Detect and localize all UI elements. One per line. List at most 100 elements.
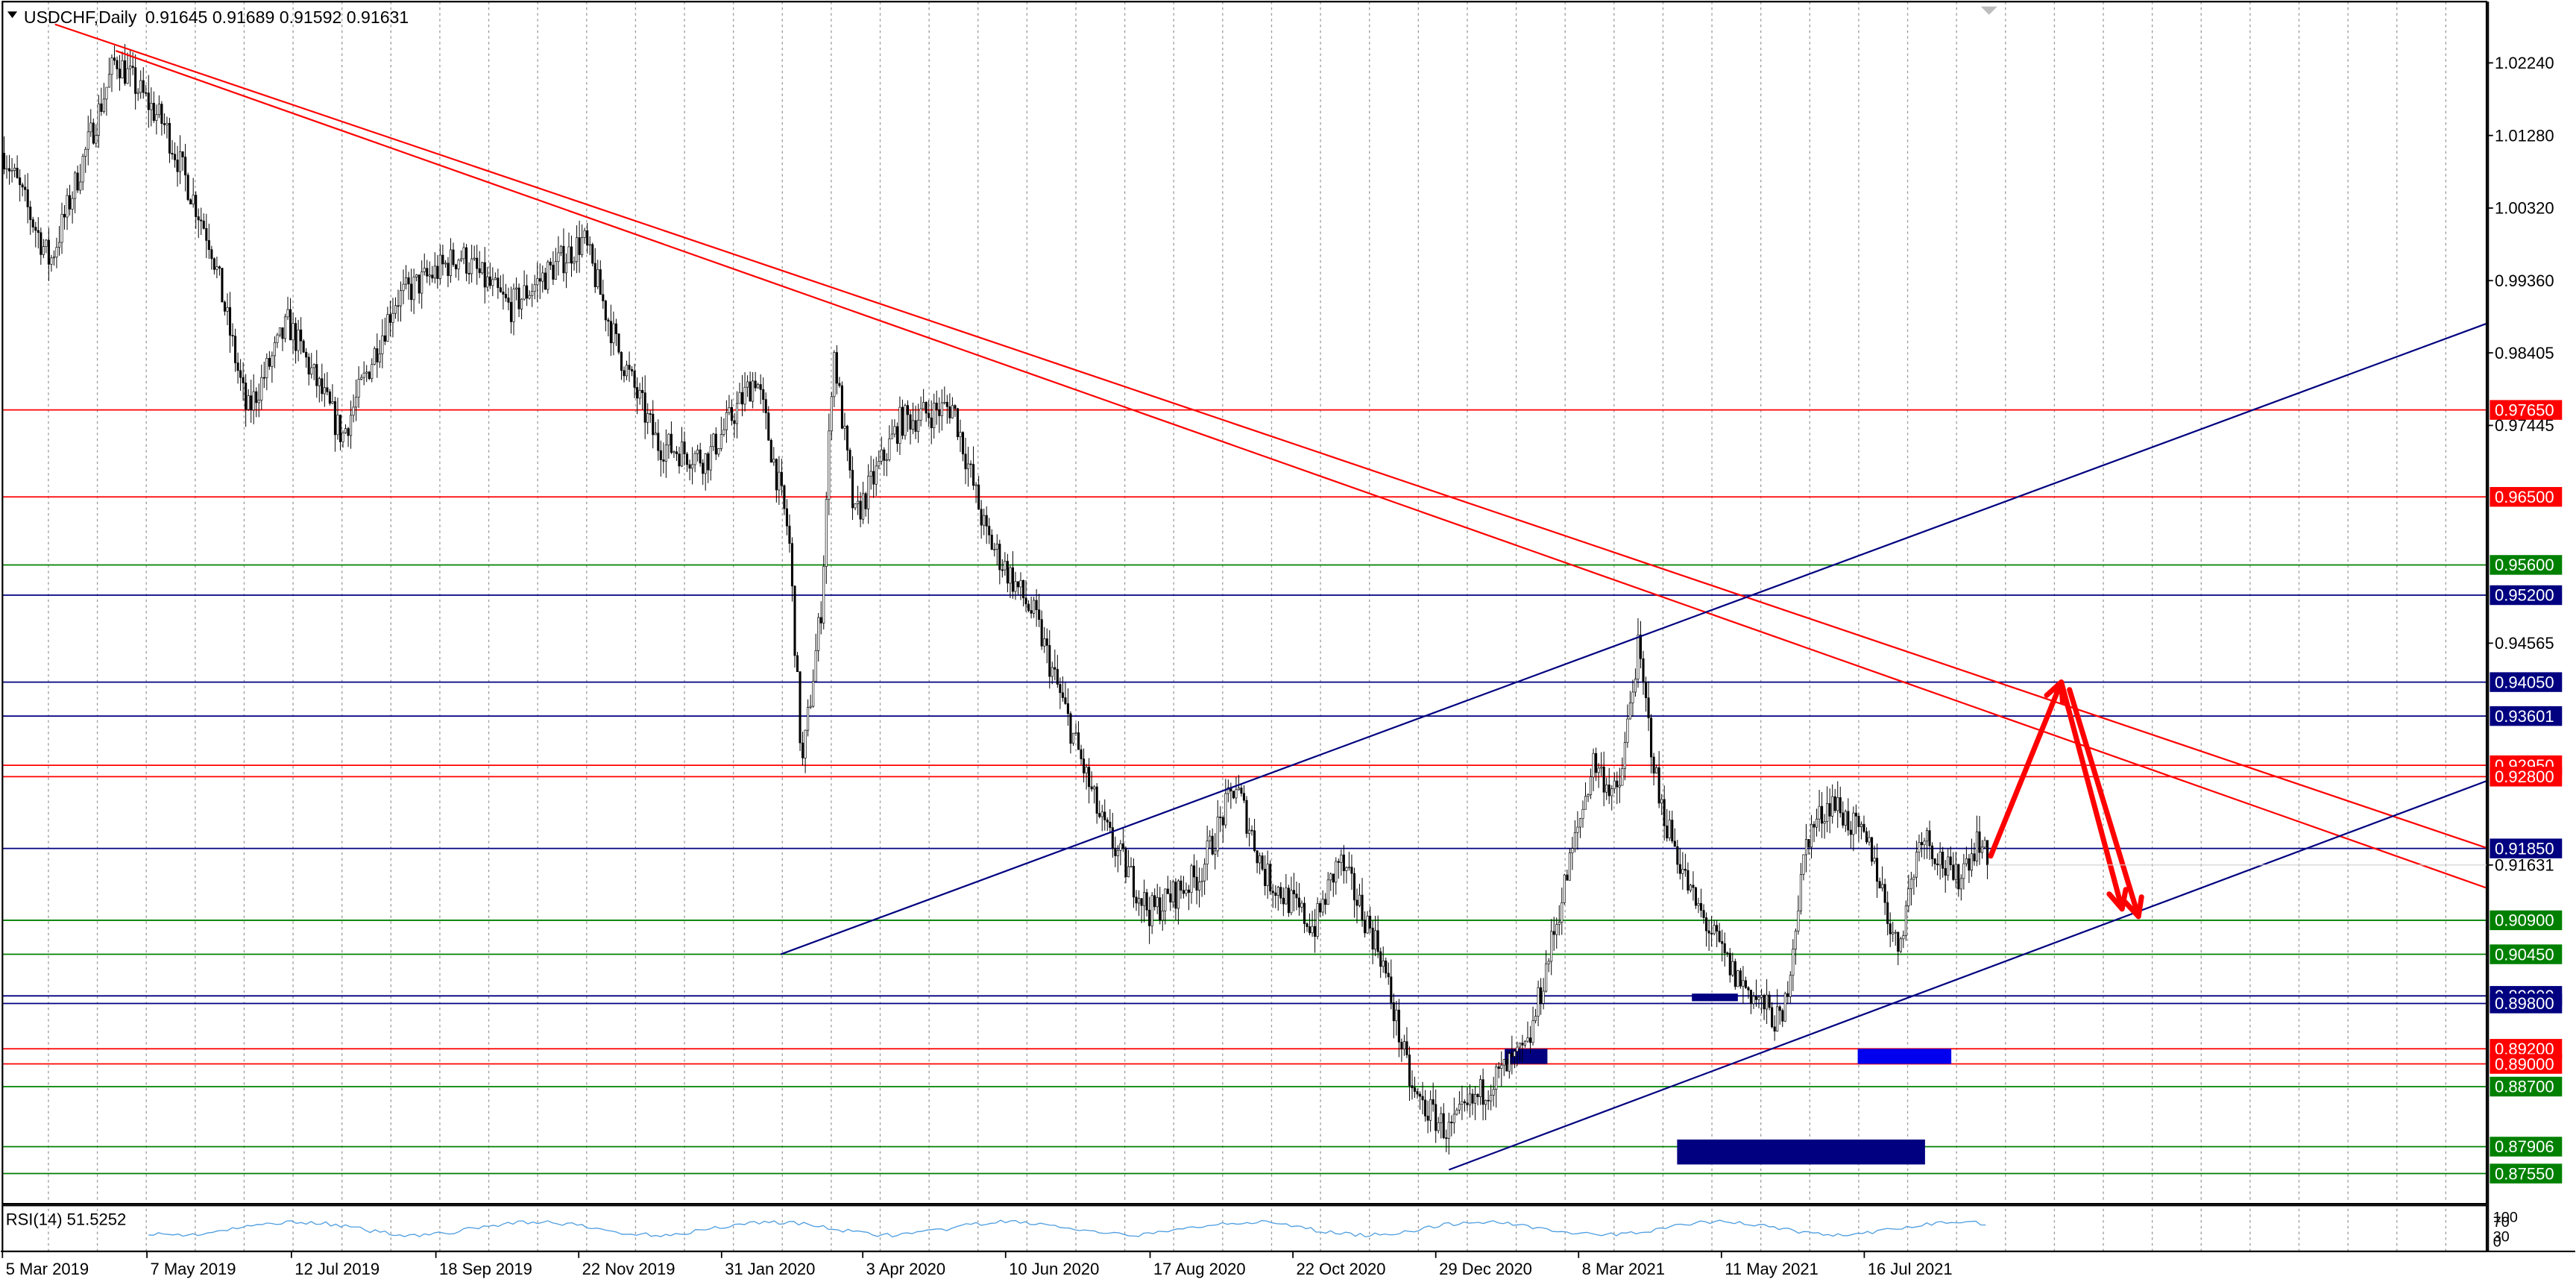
candle-body xyxy=(1673,841,1676,847)
candle-body xyxy=(1371,927,1374,950)
candle-body xyxy=(412,277,415,301)
candle-body xyxy=(478,268,481,274)
candle-body xyxy=(699,449,702,464)
candle-body xyxy=(1490,1095,1493,1102)
candle-body xyxy=(126,68,129,84)
candle-body xyxy=(1757,996,1760,1000)
candle-body xyxy=(1209,835,1212,841)
candle-body xyxy=(1986,840,1989,866)
candle-body xyxy=(1463,1101,1466,1104)
candle-body xyxy=(901,406,904,436)
candle-body xyxy=(914,420,917,432)
candle-body xyxy=(623,370,626,377)
candle-body xyxy=(633,371,636,388)
candle-body xyxy=(988,526,991,535)
candle-body xyxy=(295,323,297,351)
candle-body xyxy=(1763,995,1766,1010)
chart-shift-marker[interactable] xyxy=(1980,6,1997,15)
candle-body xyxy=(124,60,127,84)
candle-body xyxy=(1019,579,1022,588)
candle-body xyxy=(1747,987,1750,990)
candle-body xyxy=(152,102,155,121)
time-label-22-nov-2019: 22 Nov 2019 xyxy=(582,1260,676,1278)
candle-body xyxy=(302,340,305,353)
candle-body xyxy=(1773,1026,1776,1032)
candle-body xyxy=(1639,634,1643,659)
candle-body xyxy=(1610,788,1613,797)
candle-body xyxy=(1531,1020,1534,1043)
candle-body xyxy=(368,371,371,380)
candle-body xyxy=(1326,879,1329,905)
candle-body xyxy=(980,509,983,526)
candle-body xyxy=(1881,884,1884,889)
candle-body xyxy=(1947,856,1950,876)
candle-body xyxy=(512,289,515,322)
candle-body xyxy=(1839,797,1842,814)
candle-body xyxy=(1419,1093,1422,1097)
candle-body xyxy=(1552,931,1555,935)
collapse-triangle-icon[interactable] xyxy=(7,11,18,19)
candle-body xyxy=(1424,1099,1427,1116)
candle-body xyxy=(1085,767,1088,773)
candle-body xyxy=(1909,879,1912,890)
candle-body xyxy=(347,428,350,436)
candle-body xyxy=(362,372,365,378)
candle-body xyxy=(202,220,205,229)
candle-body xyxy=(268,358,271,367)
candle-body xyxy=(242,377,245,383)
candle-body xyxy=(1080,749,1083,759)
candle-body xyxy=(819,617,822,623)
candle-body xyxy=(397,305,400,307)
candle-body xyxy=(1350,867,1353,874)
candle-body xyxy=(1455,1110,1458,1115)
candle-body xyxy=(1390,976,1393,1003)
candle-body xyxy=(1983,840,1986,848)
candle-body xyxy=(260,377,263,400)
candle-body xyxy=(833,352,836,398)
candle-body xyxy=(2,152,6,169)
candle-body xyxy=(391,312,394,323)
forecast-arrowhead-2 xyxy=(2106,887,2129,912)
candle-body xyxy=(310,367,313,375)
candle-body xyxy=(1731,961,1734,976)
candle-body xyxy=(255,391,258,403)
candle-body xyxy=(371,364,374,380)
candle-body xyxy=(1292,890,1295,895)
candle-body xyxy=(1195,876,1198,890)
candle-body xyxy=(1011,567,1014,592)
candle-body xyxy=(1276,887,1279,896)
candle-body xyxy=(1159,897,1162,921)
candle-body xyxy=(1187,889,1191,893)
time-label-8-mar-2021: 8 Mar 2021 xyxy=(1582,1260,1665,1278)
candle-body xyxy=(418,274,421,294)
candle-body xyxy=(1033,600,1036,614)
candle-body xyxy=(735,403,739,424)
time-label-10-jun-2020: 10 Jun 2020 xyxy=(1009,1260,1099,1278)
price-tick-1-02240: 1.02240 xyxy=(2495,54,2554,72)
candle-body xyxy=(1657,767,1660,804)
candle-body xyxy=(1232,791,1235,799)
candle-body xyxy=(1568,852,1571,881)
candle-body xyxy=(1705,917,1708,932)
candle-body xyxy=(373,348,376,365)
candle-body xyxy=(192,195,195,205)
candle-body xyxy=(935,402,938,410)
candle-body xyxy=(207,240,210,251)
candle-body xyxy=(607,319,610,322)
candle-body xyxy=(1269,864,1272,892)
candle-body xyxy=(567,246,570,263)
rsi-axis-label-70: 70 xyxy=(2493,1214,2510,1231)
candle-body xyxy=(1587,794,1590,797)
candle-body xyxy=(688,464,691,469)
candle-body xyxy=(564,263,568,274)
candle-body xyxy=(1054,667,1056,670)
price-label-0-95600: 0.95600 xyxy=(2495,556,2554,574)
candle-body xyxy=(247,395,250,410)
candle-body xyxy=(1513,1051,1516,1057)
candle-body xyxy=(189,199,192,205)
candle-body xyxy=(1894,932,1897,934)
time-label-11-may-2021: 11 May 2021 xyxy=(1725,1260,1818,1278)
